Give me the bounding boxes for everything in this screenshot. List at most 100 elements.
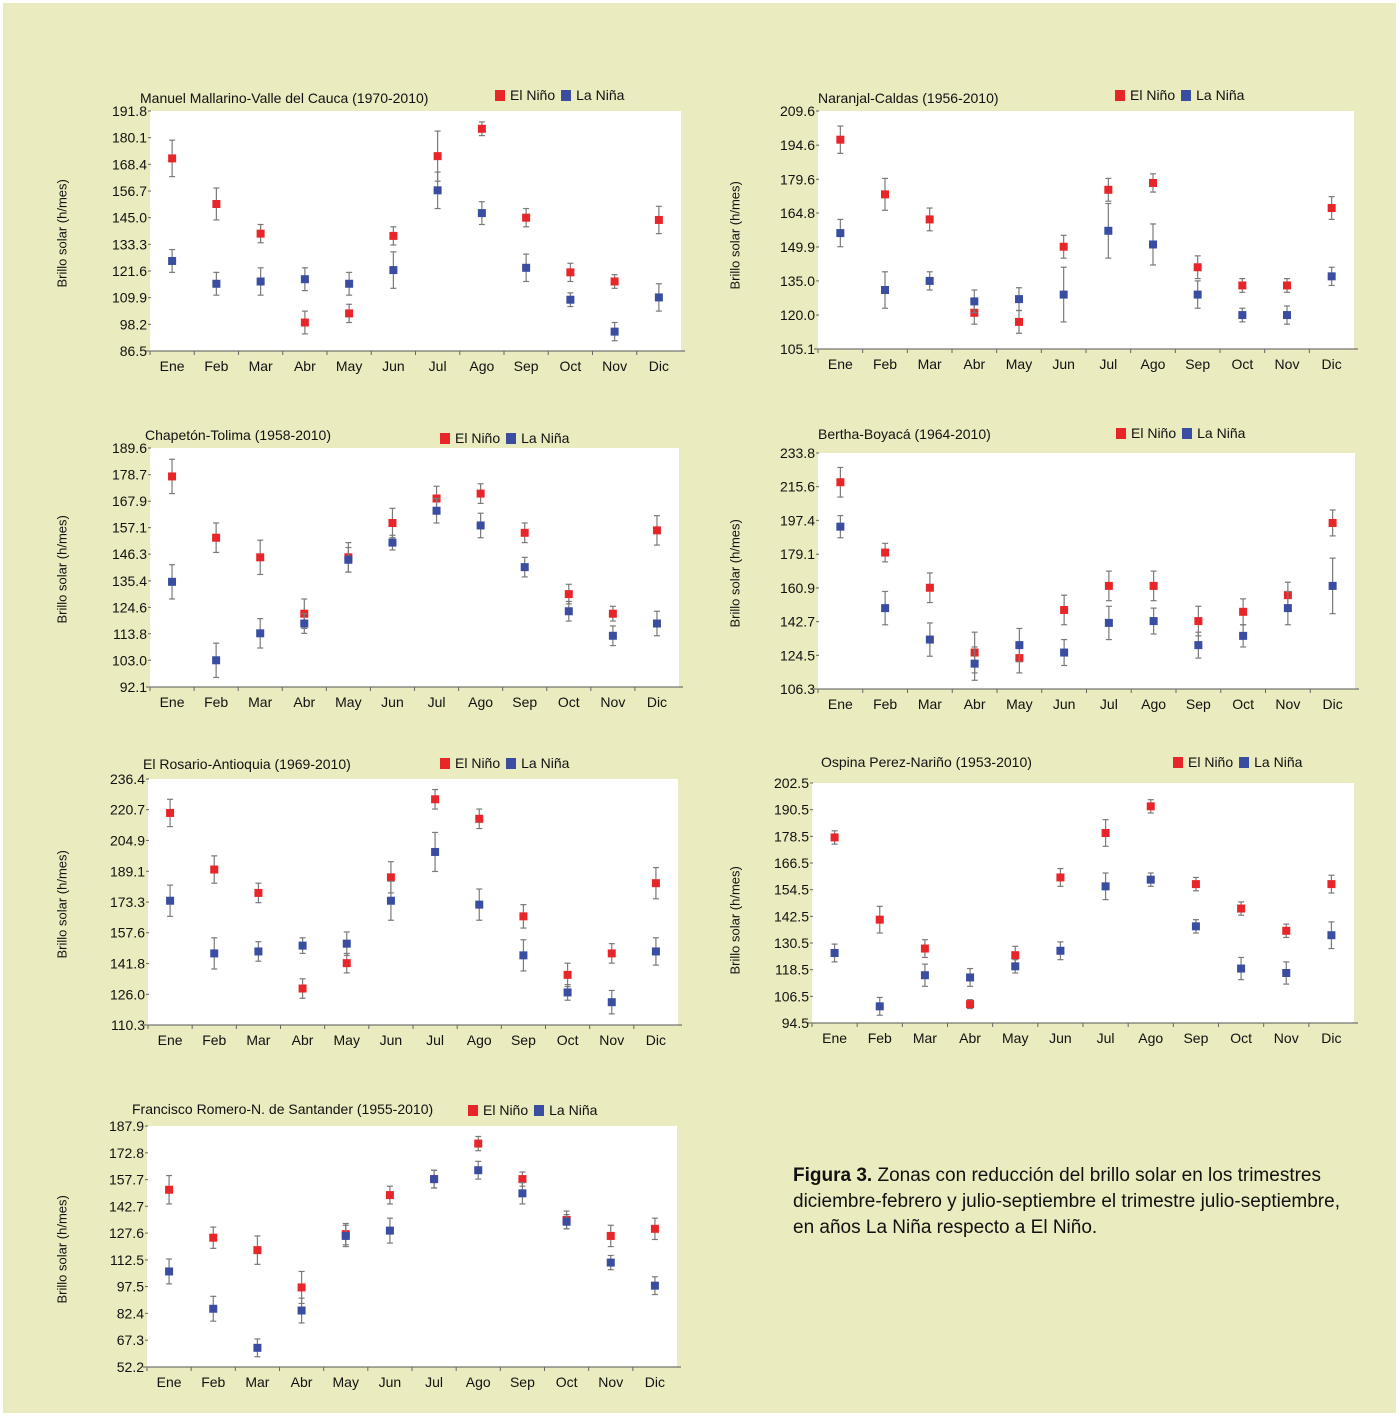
plot-area (150, 448, 679, 687)
y-tick-label: 94.5 (782, 1015, 809, 1031)
el-nino-point (875, 915, 884, 924)
la-nina-point (966, 973, 975, 982)
y-tick-label: 52.2 (117, 1359, 144, 1375)
x-tick-label: Jul (429, 358, 447, 374)
la-nina-point (212, 279, 221, 288)
x-tick-label: Abr (964, 696, 986, 712)
chart-svg: 236.4 220.7 204.9 189.1 173.3 157.6 141.8 126.0… (110, 771, 682, 1048)
el-nino-point (475, 814, 484, 823)
y-tick-label: 157.1 (112, 520, 147, 536)
la-nina-point (430, 1175, 439, 1184)
y-tick-label: 168.4 (112, 156, 147, 172)
x-tick-label: Ene (160, 694, 185, 710)
la-nina-swatch (561, 89, 572, 101)
chart-legend: El Niño La Niña (440, 755, 575, 771)
la-nina-point (345, 279, 354, 288)
el-nino-point (1011, 951, 1020, 960)
el-nino-point (433, 152, 442, 161)
x-tick-label: Dic (1321, 1030, 1341, 1046)
y-tick-label: 236.4 (110, 771, 145, 787)
el-nino-point (608, 609, 617, 618)
legend-la-nina: La Niña (549, 1102, 598, 1118)
la-nina-point (925, 276, 934, 285)
x-tick-label: May (335, 694, 361, 710)
y-tick-label: 130.5 (774, 935, 809, 951)
el-nino-swatch (468, 1104, 478, 1116)
la-nina-point (253, 1343, 262, 1352)
y-tick-label: 179.1 (780, 546, 815, 562)
la-nina-point (1283, 604, 1292, 613)
la-nina-point (1328, 581, 1337, 590)
la-nina-point (476, 521, 485, 530)
el-nino-point (607, 949, 616, 958)
y-tick-label: 97.5 (117, 1279, 144, 1295)
chart-legend: El Niño La Niña (1116, 425, 1251, 441)
chart-title: Ospina Perez-Nariño (1953-2010) (821, 754, 1032, 770)
y-tick-label: 126.0 (110, 986, 145, 1002)
x-tick-label: Ene (822, 1030, 847, 1046)
x-tick-label: Ago (1141, 696, 1166, 712)
la-nina-point (433, 186, 442, 195)
y-tick-label: 112.5 (110, 1252, 144, 1268)
y-tick-label: 109.9 (112, 290, 147, 306)
la-nina-point (654, 293, 663, 302)
la-nina-point (836, 522, 845, 531)
x-tick-label: Sep (1183, 1030, 1208, 1046)
legend-la-nina: La Niña (521, 430, 570, 446)
el-nino-point (1328, 518, 1337, 527)
el-nino-point (300, 318, 309, 327)
el-nino-point (566, 268, 575, 277)
x-tick-label: Abr (291, 1374, 313, 1390)
la-nina-point (652, 619, 661, 628)
y-tick-label: 157.7 (109, 1172, 144, 1188)
y-tick-label: 209.6 (780, 103, 815, 119)
x-tick-label: Jun (382, 358, 405, 374)
la-nina-point (520, 563, 529, 572)
x-tick-label: Ene (828, 356, 853, 372)
x-tick-label: Dic (1323, 696, 1343, 712)
la-nina-point (608, 631, 617, 640)
y-tick-label: 141.8 (110, 956, 145, 972)
y-tick-label: 178.5 (774, 828, 809, 844)
el-nino-point (652, 526, 661, 535)
la-nina-point (925, 635, 934, 644)
la-nina-point (1146, 875, 1155, 884)
el-nino-point (1327, 204, 1336, 213)
x-tick-label: Jun (380, 1032, 403, 1048)
caption-text: Zonas con reducción del brillo solar en … (793, 1165, 1340, 1238)
la-nina-point (168, 577, 177, 586)
la-nina-point (518, 1189, 527, 1198)
x-tick-label: Jul (425, 1374, 443, 1390)
el-nino-point (836, 135, 845, 144)
el-nino-point (925, 215, 934, 224)
la-nina-point (1194, 641, 1203, 650)
x-tick-label: Mar (245, 1374, 269, 1390)
la-nina-swatch (1182, 427, 1193, 439)
y-tick-label: 67.3 (117, 1332, 144, 1348)
chart-naranjal: 209.6 194.6 179.6 164.8 149.9 135.0 120.0 105.1… (0, 0, 1400, 400)
x-tick-label: Abr (293, 694, 315, 710)
la-nina-point (256, 629, 265, 638)
chart-francisco-romero: 187.9 172.8 157.7 142.7 127.6 112.5 97.5 82.4 67… (55, 1101, 681, 1390)
la-nina-point (166, 896, 175, 905)
x-tick-label: Nov (1275, 696, 1300, 712)
y-tick-label: 190.5 (774, 802, 809, 818)
el-nino-point (651, 879, 660, 888)
x-tick-label: May (336, 358, 362, 374)
el-nino-point (210, 865, 219, 874)
x-tick-label: Oct (559, 358, 581, 374)
y-tick-label: 204.9 (110, 832, 145, 848)
la-nina-point (1193, 290, 1202, 299)
la-nina-point (1101, 882, 1110, 891)
x-tick-label: Abr (959, 1030, 981, 1046)
la-nina-point (341, 1231, 350, 1240)
y-tick-label: 113.8 (113, 626, 147, 642)
y-tick-label: 118.5 (775, 962, 809, 978)
x-tick-label: Sep (510, 1374, 535, 1390)
el-nino-point (345, 309, 354, 318)
el-nino-point (830, 833, 839, 842)
x-tick-label: May (334, 1032, 360, 1048)
la-nina-swatch (506, 757, 517, 769)
x-tick-label: Feb (202, 1032, 226, 1048)
x-tick-label: Abr (292, 1032, 314, 1048)
